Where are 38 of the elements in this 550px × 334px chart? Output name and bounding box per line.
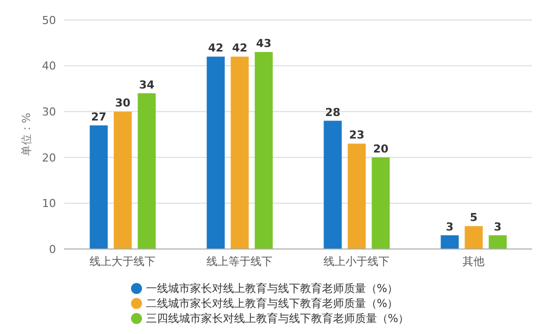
x-tick-label: 其他 bbox=[462, 254, 484, 268]
bar bbox=[206, 56, 225, 249]
bar bbox=[348, 144, 366, 249]
bar bbox=[230, 56, 249, 249]
bar bbox=[114, 112, 132, 249]
legend-label: 三四线城市家长对线上教育与线下教育老师质量（%） bbox=[146, 312, 410, 325]
y-tick-label: 50 bbox=[42, 14, 56, 27]
data-label: 34 bbox=[139, 78, 155, 92]
data-label: 28 bbox=[325, 106, 340, 119]
data-label: 5 bbox=[470, 211, 478, 224]
bar bbox=[254, 52, 273, 249]
data-label: 3 bbox=[494, 220, 502, 234]
bar bbox=[488, 235, 507, 249]
bar bbox=[464, 226, 483, 249]
bar bbox=[138, 93, 156, 249]
x-tick-label: 线上小于线下 bbox=[324, 254, 390, 268]
data-label: 30 bbox=[115, 96, 131, 110]
y-tick-label: 30 bbox=[42, 106, 56, 119]
data-label: 3 bbox=[446, 220, 454, 234]
bar bbox=[90, 125, 108, 249]
y-tick-label: 40 bbox=[42, 60, 56, 73]
x-tick-label: 线上大于线下 bbox=[90, 254, 156, 268]
data-label: 27 bbox=[91, 110, 106, 124]
y-axis-title: 单位：% bbox=[20, 112, 33, 156]
data-label: 42 bbox=[232, 42, 248, 55]
bar bbox=[372, 157, 390, 249]
bar bbox=[324, 120, 342, 249]
bar bbox=[440, 235, 459, 249]
legend-label: 二线城市家长对线上教育与线下教育老师质量（%） bbox=[146, 297, 398, 310]
data-label: 43 bbox=[256, 37, 272, 50]
y-tick-label: 0 bbox=[49, 242, 56, 256]
y-tick-label: 10 bbox=[42, 197, 56, 210]
y-tick-label: 20 bbox=[42, 151, 56, 164]
data-label: 42 bbox=[208, 42, 224, 55]
x-tick-label: 线上等于线下 bbox=[206, 254, 272, 268]
data-label: 23 bbox=[349, 128, 364, 142]
data-label: 20 bbox=[373, 142, 389, 156]
legend-label: 一线城市家长对线上教育与线下教育老师质量（%） bbox=[146, 282, 398, 295]
